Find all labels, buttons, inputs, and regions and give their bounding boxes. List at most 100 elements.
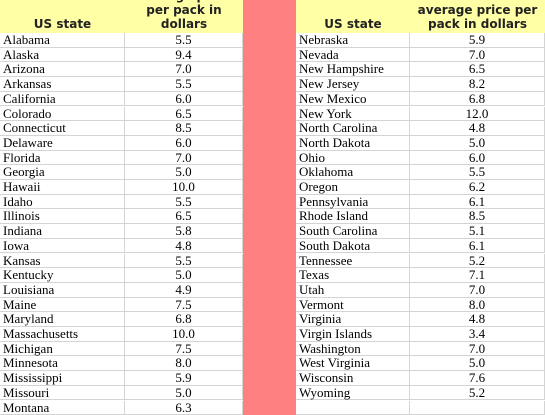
price-cell: 7.0	[125, 62, 243, 78]
price-cell: 6.8	[125, 312, 243, 327]
state-cell: Virginia	[296, 312, 410, 327]
column-header: US state	[33, 17, 92, 31]
price-cell: 5.5	[125, 194, 243, 210]
price-cell: 6.8	[410, 91, 545, 107]
price-cell: 4.8	[410, 312, 545, 327]
state-cell: Minnesota	[0, 356, 125, 372]
state-cell: North Carolina	[296, 121, 410, 136]
state-cell: Virgin Islands	[296, 327, 410, 342]
price-cell: 7.1	[410, 268, 545, 283]
empty-cell	[410, 400, 545, 415]
state-cell: Alabama	[0, 33, 125, 48]
state-cell: Michigan	[0, 341, 125, 357]
price-cell: 5.2	[410, 385, 545, 401]
state-cell: Oklahoma	[296, 165, 410, 180]
price-cell: 6.5	[410, 62, 545, 78]
state-cell: Wyoming	[296, 385, 410, 401]
price-cell: 4.8	[125, 238, 243, 254]
price-cell: 5.9	[125, 371, 243, 386]
state-cell: Kansas	[0, 253, 125, 269]
price-cell: 8.0	[410, 297, 545, 313]
state-cell: West Virginia	[296, 356, 410, 372]
state-cell: New York	[296, 106, 410, 122]
price-cell: 5.9	[410, 33, 545, 48]
state-cell: Oregon	[296, 180, 410, 195]
state-cell: Delaware	[0, 136, 125, 151]
state-cell: Mississippi	[0, 371, 125, 386]
price-cell: 6.3	[125, 400, 243, 415]
price-cell: 8.5	[125, 121, 243, 136]
price-cell: 12.0	[410, 106, 545, 122]
state-cell: Missouri	[0, 385, 125, 401]
state-cell: Washington	[296, 341, 410, 357]
state-cell: New Mexico	[296, 91, 410, 107]
state-cell: Alaska	[0, 47, 125, 63]
price-cell: 6.2	[410, 180, 545, 195]
price-cell: 7.0	[410, 341, 545, 357]
price-cell: 10.0	[125, 327, 243, 342]
price-cell: 7.6	[410, 371, 545, 386]
price-cell: 6.5	[125, 209, 243, 225]
price-cell: 5.0	[125, 165, 243, 180]
state-cell: Montana	[0, 400, 125, 415]
price-cell: 8.5	[410, 209, 545, 225]
state-cell: Maine	[0, 297, 125, 313]
state-cell: Rhode Island	[296, 209, 410, 225]
header-band	[296, 0, 545, 33]
header-band	[0, 0, 243, 33]
state-cell: California	[0, 91, 125, 107]
state-cell: South Dakota	[296, 238, 410, 254]
price-cell: 4.9	[125, 283, 243, 298]
price-cell: 8.2	[410, 77, 545, 92]
price-cell: 6.0	[410, 150, 545, 166]
price-cell: 7.0	[410, 47, 545, 63]
price-cell: 6.5	[125, 106, 243, 122]
state-cell: Massachusetts	[0, 327, 125, 342]
state-cell: Ohio	[296, 150, 410, 166]
price-cell: 5.5	[125, 77, 243, 92]
price-cell: 5.5	[125, 33, 243, 48]
price-cell: 5.5	[125, 253, 243, 269]
state-cell: Wisconsin	[296, 371, 410, 386]
state-cell: Connecticut	[0, 121, 125, 136]
price-cell: 4.8	[410, 121, 545, 136]
price-cell: 5.0	[410, 356, 545, 372]
state-cell: Arizona	[0, 62, 125, 78]
state-cell: Florida	[0, 150, 125, 166]
state-cell: Utah	[296, 283, 410, 298]
price-cell: 6.1	[410, 238, 545, 254]
price-cell: 6.1	[410, 194, 545, 210]
separator-column	[243, 0, 296, 415]
state-cell: Hawaii	[0, 180, 125, 195]
price-cell: 5.5	[410, 165, 545, 180]
price-cell: 10.0	[125, 180, 243, 195]
state-cell: Colorado	[0, 106, 125, 122]
price-cell: 9.4	[125, 47, 243, 63]
empty-cell	[296, 400, 410, 415]
state-cell: Maryland	[0, 312, 125, 327]
state-cell: Indiana	[0, 224, 125, 239]
price-cell: 7.5	[125, 297, 243, 313]
state-cell: New Hampshire	[296, 62, 410, 78]
state-cell: Georgia	[0, 165, 125, 180]
state-cell: North Dakota	[296, 136, 410, 151]
price-cell: 5.1	[410, 224, 545, 239]
price-cell: 7.0	[125, 150, 243, 166]
state-cell: New Jersey	[296, 77, 410, 92]
state-cell: Tennessee	[296, 253, 410, 269]
price-cell: 6.0	[125, 136, 243, 151]
state-cell: Kentucky	[0, 268, 125, 283]
price-cell: 6.0	[125, 91, 243, 107]
column-header: average price per pack in dollars	[417, 3, 538, 31]
column-header: US state	[324, 17, 382, 31]
state-cell: Nevada	[296, 47, 410, 63]
state-cell: Vermont	[296, 297, 410, 313]
state-cell: South Carolina	[296, 224, 410, 239]
price-cell: 7.5	[125, 341, 243, 357]
state-cell: Texas	[296, 268, 410, 283]
price-cell: 5.8	[125, 224, 243, 239]
price-cell: 3.4	[410, 327, 545, 342]
price-cell: 7.0	[410, 283, 545, 298]
price-cell: 5.2	[410, 253, 545, 269]
state-cell: Illinois	[0, 209, 125, 225]
